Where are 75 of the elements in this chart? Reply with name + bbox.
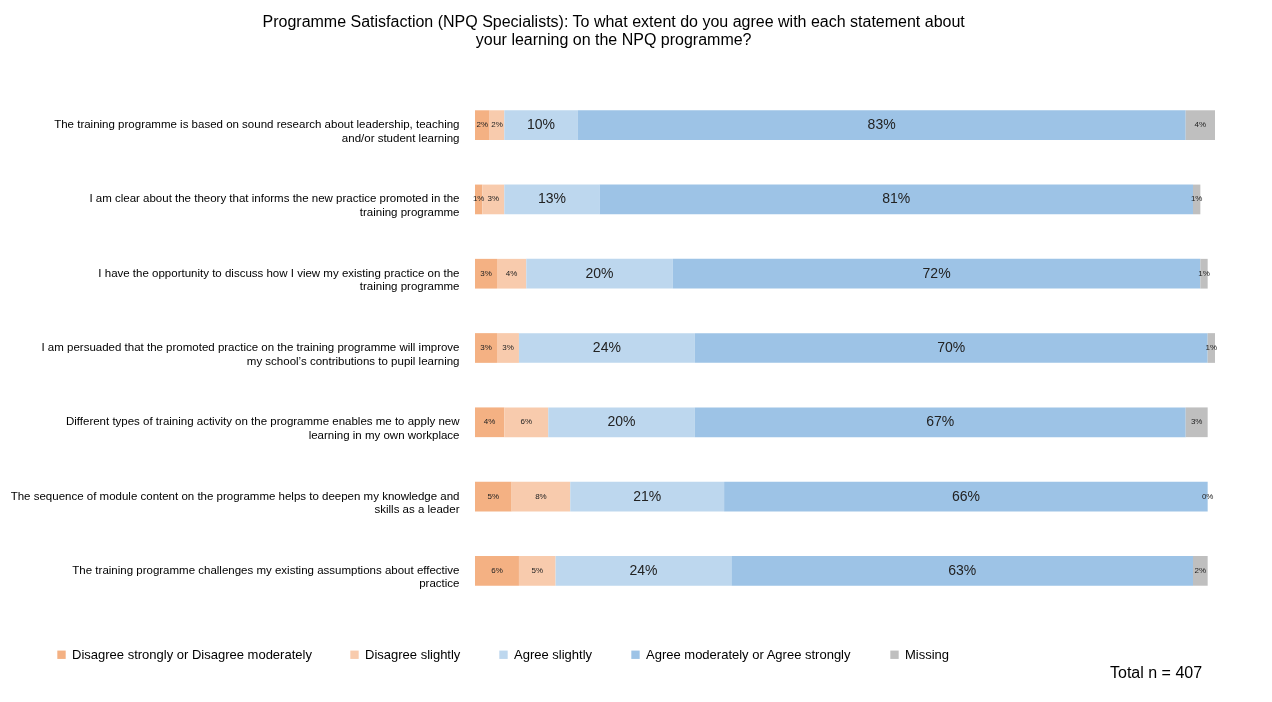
bar xyxy=(518,333,695,363)
legend-label: Missing xyxy=(905,646,950,662)
data-label: 72% xyxy=(922,264,951,281)
bar xyxy=(504,110,578,140)
bar xyxy=(1185,110,1215,140)
data-label: 2% xyxy=(491,120,503,130)
y-tick-label: The sequence of module content on the programme helps to deepen my knowledge and skills as a leader xyxy=(10,489,460,516)
data-label: 67% xyxy=(926,413,955,430)
legend-label: Agree slightly xyxy=(514,646,593,662)
data-label: 20% xyxy=(607,413,636,430)
y-tick-label: Different types of training activity on the programme enables me to apply new learning in my own workplace xyxy=(65,415,461,441)
data-label: 4% xyxy=(505,268,518,278)
data-label: 4% xyxy=(1194,120,1207,130)
bar xyxy=(672,258,1201,289)
bar xyxy=(475,407,505,438)
data-label: 6% xyxy=(520,417,533,427)
data-label: 3% xyxy=(502,343,514,352)
data-label: 3% xyxy=(487,194,500,204)
bar xyxy=(570,481,725,512)
data-label: 6% xyxy=(491,565,503,575)
data-label: 24% xyxy=(629,561,658,578)
bar xyxy=(518,556,556,586)
data-label: 10% xyxy=(526,116,555,133)
data-label: 21% xyxy=(633,487,662,504)
bar xyxy=(504,184,600,215)
bar xyxy=(496,333,519,363)
bar xyxy=(526,258,673,289)
bar xyxy=(475,481,512,512)
text: Total n = 407 xyxy=(1110,664,1203,682)
bar xyxy=(475,258,497,289)
chart-title: Programme Satisfaction (NPQ Specialists): To what extent do you agree with each statement about your learning on the NPQ programme? xyxy=(262,13,966,48)
data-label: 70% xyxy=(937,339,966,355)
data-label: 81% xyxy=(882,190,911,207)
bar xyxy=(504,407,549,438)
data-label: 4% xyxy=(483,417,496,427)
data-label: 3% xyxy=(480,343,492,352)
bar xyxy=(548,407,695,438)
y-tick-label: I am persuaded that the promoted practice on the training programme will improve my school’s contributions to pupil learning xyxy=(41,341,460,367)
bar xyxy=(694,407,1186,438)
bar xyxy=(1200,258,1208,289)
data-label: 20% xyxy=(585,264,614,281)
bar xyxy=(694,333,1208,363)
legend-label: Disagree slightly xyxy=(365,646,461,662)
bar xyxy=(475,556,519,586)
y-tick-label: The training programme challenges my existing assumptions about effective practice xyxy=(72,563,460,590)
bar xyxy=(511,481,571,512)
y-tick-label: The training programme is based on sound research about leadership, teaching and/or student learning xyxy=(54,118,460,144)
bar xyxy=(1193,556,1208,586)
data-label: 5% xyxy=(487,491,500,501)
data-label: 66% xyxy=(951,487,980,504)
data-label: 8% xyxy=(535,491,547,501)
data-label: 5% xyxy=(531,565,544,575)
bar xyxy=(496,258,527,289)
data-label: 0% xyxy=(1201,491,1214,501)
bar xyxy=(1185,407,1208,438)
y-tick-label: I have the opportunity to discuss how I view my existing practice on the training programme xyxy=(98,266,460,293)
bar xyxy=(475,333,497,363)
data-label: 13% xyxy=(537,190,566,207)
data-label: 2% xyxy=(1194,565,1207,575)
legend-label: Disagree strongly or Disagree moderately xyxy=(72,646,313,662)
data-label: 2% xyxy=(476,120,489,130)
data-label: 1% xyxy=(1190,194,1203,204)
bar xyxy=(475,110,490,140)
data-label: 3% xyxy=(1190,417,1203,427)
y-tick-label: I am clear about the theory that informs the new practice promoted in the training programme xyxy=(89,192,460,218)
data-label: 63% xyxy=(948,561,977,578)
bar xyxy=(555,556,732,586)
data-label: 3% xyxy=(480,268,492,278)
data-label: 1% xyxy=(1205,343,1218,352)
legend-label: Agree moderately or Agree strongly xyxy=(646,646,851,662)
data-label: 24% xyxy=(592,339,621,355)
bar xyxy=(577,110,1186,140)
data-label: 1% xyxy=(1198,268,1210,278)
bar xyxy=(731,556,1194,586)
data-label: 83% xyxy=(867,116,896,133)
